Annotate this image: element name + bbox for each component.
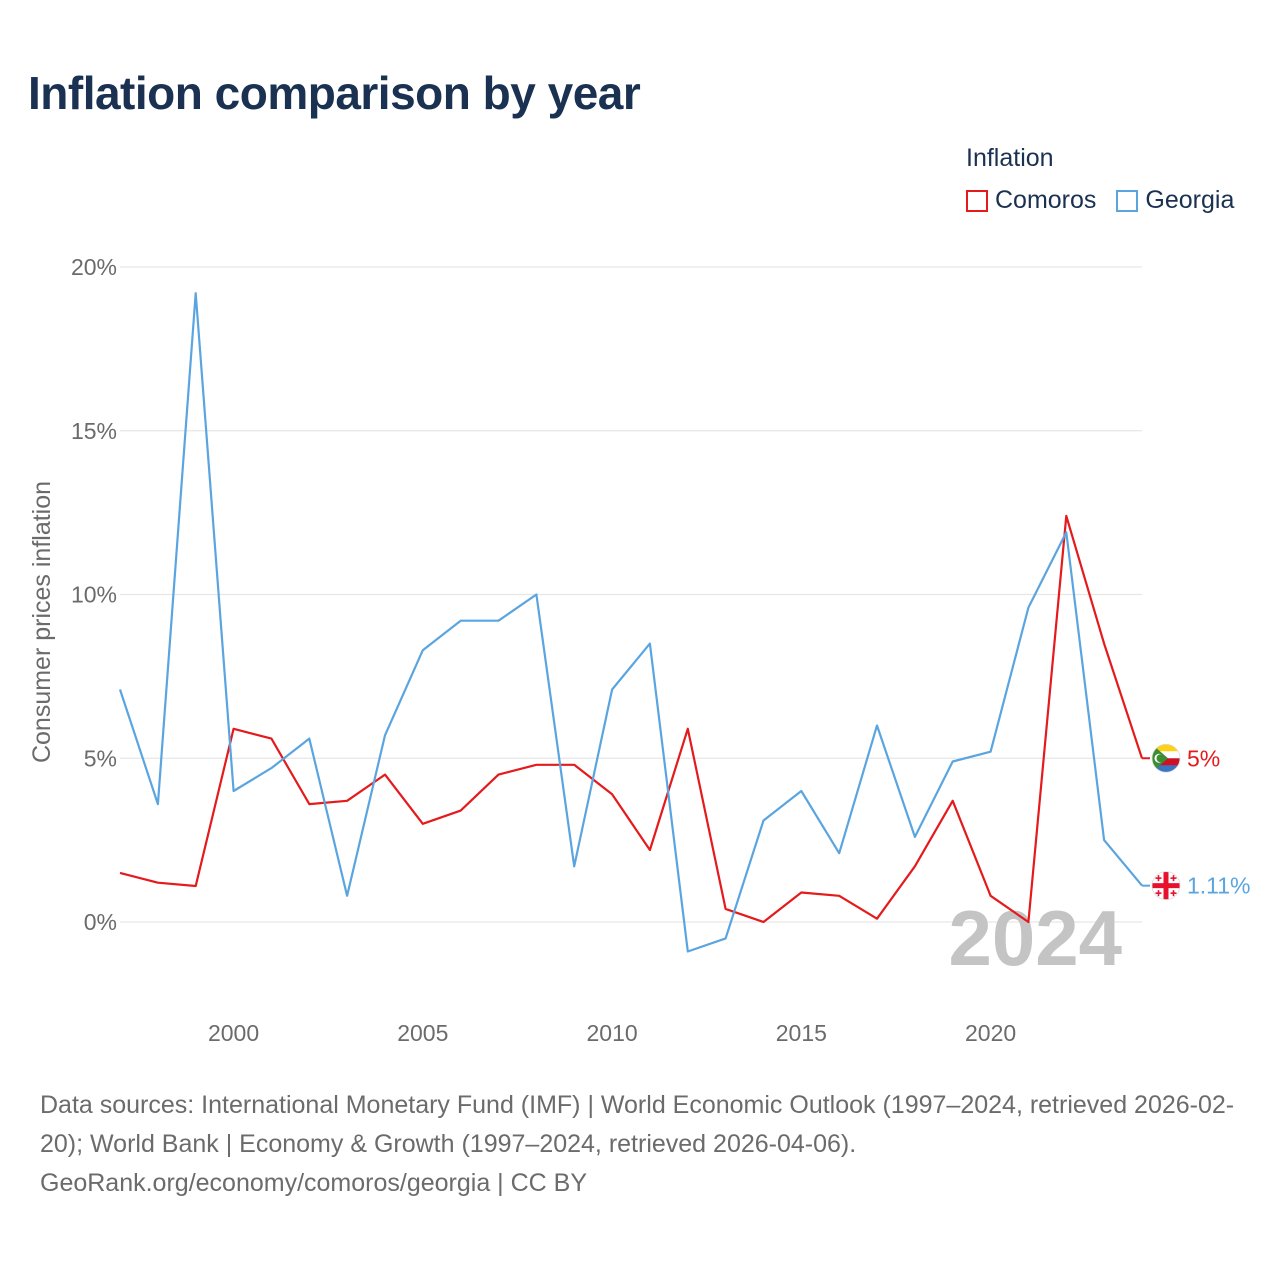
series-end-markers: 5% 1.11%	[1142, 743, 1251, 901]
y-tick-label: 20%	[71, 254, 117, 280]
y-tick-label: 10%	[71, 582, 117, 608]
gridlines	[120, 266, 1142, 923]
series-line-georgia[interactable]	[118, 292, 1143, 953]
legend-item-comoros[interactable]: Comoros	[966, 186, 1096, 215]
x-tick-label: 2000	[208, 1020, 259, 1046]
end-value-label-georgia: 1.11%	[1187, 873, 1251, 899]
footer-credit: GeoRank.org/economy/comoros/georgia | CC…	[40, 1169, 588, 1197]
georgia-flag-icon	[1151, 871, 1181, 901]
legend-item-georgia[interactable]: Georgia	[1116, 186, 1234, 215]
y-axis-label: Consumer prices inflation	[28, 481, 56, 763]
line-chart: 0% 5% 10% 15% 20% 2000 2005 2010 2015 2020 Consu…	[28, 254, 1251, 1046]
footer: Data sources: International Monetary Fun…	[40, 1086, 1250, 1203]
series-line-comoros[interactable]	[119, 514, 1144, 924]
legend-swatch-comoros	[966, 189, 988, 212]
legend-title: Inflation	[966, 144, 1054, 172]
legend-label-comoros: Comoros	[995, 186, 1097, 214]
series-lines	[118, 292, 1144, 953]
chart-title: Inflation comparison by year	[28, 67, 641, 119]
x-tick-label: 2015	[776, 1020, 827, 1046]
x-tick-label: 2020	[965, 1020, 1016, 1046]
x-tick-label: 2005	[397, 1020, 448, 1046]
x-tick-label: 2010	[586, 1020, 637, 1046]
legend-swatch-georgia	[1116, 189, 1139, 212]
footer-sources: Data sources: International Monetary Fun…	[40, 1091, 1235, 1158]
end-value-label-comoros: 5%	[1187, 745, 1220, 771]
legend-label-georgia: Georgia	[1145, 186, 1235, 214]
y-tick-label: 15%	[71, 418, 117, 444]
legend: Comoros Georgia	[966, 186, 1254, 215]
y-tick-labels: 0% 5% 10% 15% 20%	[71, 254, 117, 935]
y-tick-label: 5%	[84, 745, 117, 771]
y-tick-label: 0%	[84, 909, 117, 935]
comoros-flag-icon	[1151, 743, 1181, 773]
x-tick-labels: 2000 2005 2010 2015 2020	[208, 1020, 1016, 1046]
current-year-label: 2024	[948, 894, 1122, 982]
